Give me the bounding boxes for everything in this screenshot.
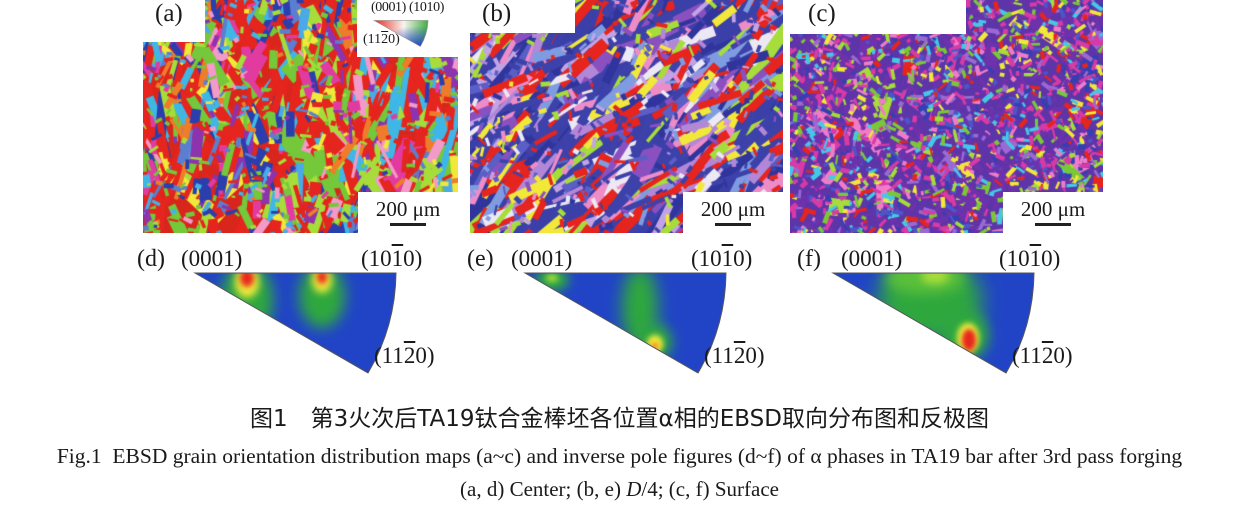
ipf-e-1120-label: (1120) [704, 343, 765, 368]
panel-a-label-area: (a) [143, 0, 205, 42]
scale-bar-c-text: 200 μm [1020, 197, 1086, 221]
color-key-triangle [373, 20, 429, 47]
ipf-panel-d: (d) (0001) (1010) (1120) [135, 245, 465, 387]
caption-english: Fig.1 EBSD grain orientation distributio… [56, 444, 1183, 468]
ipf-d-label: (d) [137, 246, 165, 272]
panel-c-label-area: (c) [790, 0, 966, 34]
panel-a-label: (a) [155, 0, 183, 27]
ipf-panel-e: (e) (0001) (1010) (1120) [465, 245, 795, 387]
ebsd-map-panel-c: (c) 200 μm [790, 0, 1103, 233]
scale-bar-b: 200 μm [683, 192, 783, 233]
ipf-f-wedge [831, 272, 1035, 374]
ipf-d-wedge [193, 272, 397, 374]
ipf-e-0001-label: (0001) [511, 246, 573, 271]
color-key-1120-label: (1120) [363, 32, 400, 47]
ipf-f-1120-label: (1120) [1012, 343, 1073, 368]
ebsd-map-panel-b: (b) 200 μm [470, 0, 783, 233]
ebsd-map-panel-a: (a) (0001) (1010) (1120) 200 μm [143, 0, 458, 233]
ipf-e-1010-label: (1010) [691, 246, 753, 271]
ipf-d-1120-label: (1120) [374, 343, 435, 368]
caption-chinese: 图1 第3火次后TA19钛合金棒坯各位置α相的EBSD取向分布图和反极图 [250, 406, 989, 432]
ipf-f-label: (f) [797, 246, 821, 272]
ipf-panel-f: (f) (0001) (1010) (1120) [795, 245, 1125, 387]
scale-bar-a-text: 200 μm [375, 197, 441, 221]
ipf-d-0001-label: (0001) [181, 246, 243, 271]
color-key-top-labels: (0001) (1010) [371, 0, 444, 15]
ipf-e-wedge [523, 272, 727, 374]
panel-b-label-area: (b) [470, 0, 575, 33]
ipf-f-0001-label: (0001) [841, 246, 903, 271]
scale-bar-c-line [1035, 223, 1071, 226]
panel-b-label: (b) [482, 0, 512, 27]
ipf-color-key: (0001) (1010) (1120) [357, 0, 458, 57]
caption-subitems: (a, d) Center; (b, e) D/4; (c, f) Surfac… [460, 477, 779, 501]
scale-bar-c: 200 μm [1003, 192, 1103, 233]
ipf-e-label: (e) [467, 246, 494, 272]
scale-bar-b-line [715, 223, 751, 226]
scale-bar-b-text: 200 μm [700, 197, 766, 221]
ipf-f-1010-label: (1010) [999, 246, 1061, 271]
scale-bar-a-line [390, 223, 426, 226]
scale-bar-a: 200 μm [358, 192, 458, 233]
ipf-d-1010-label: (1010) [361, 246, 423, 271]
panel-c-label: (c) [808, 0, 836, 27]
